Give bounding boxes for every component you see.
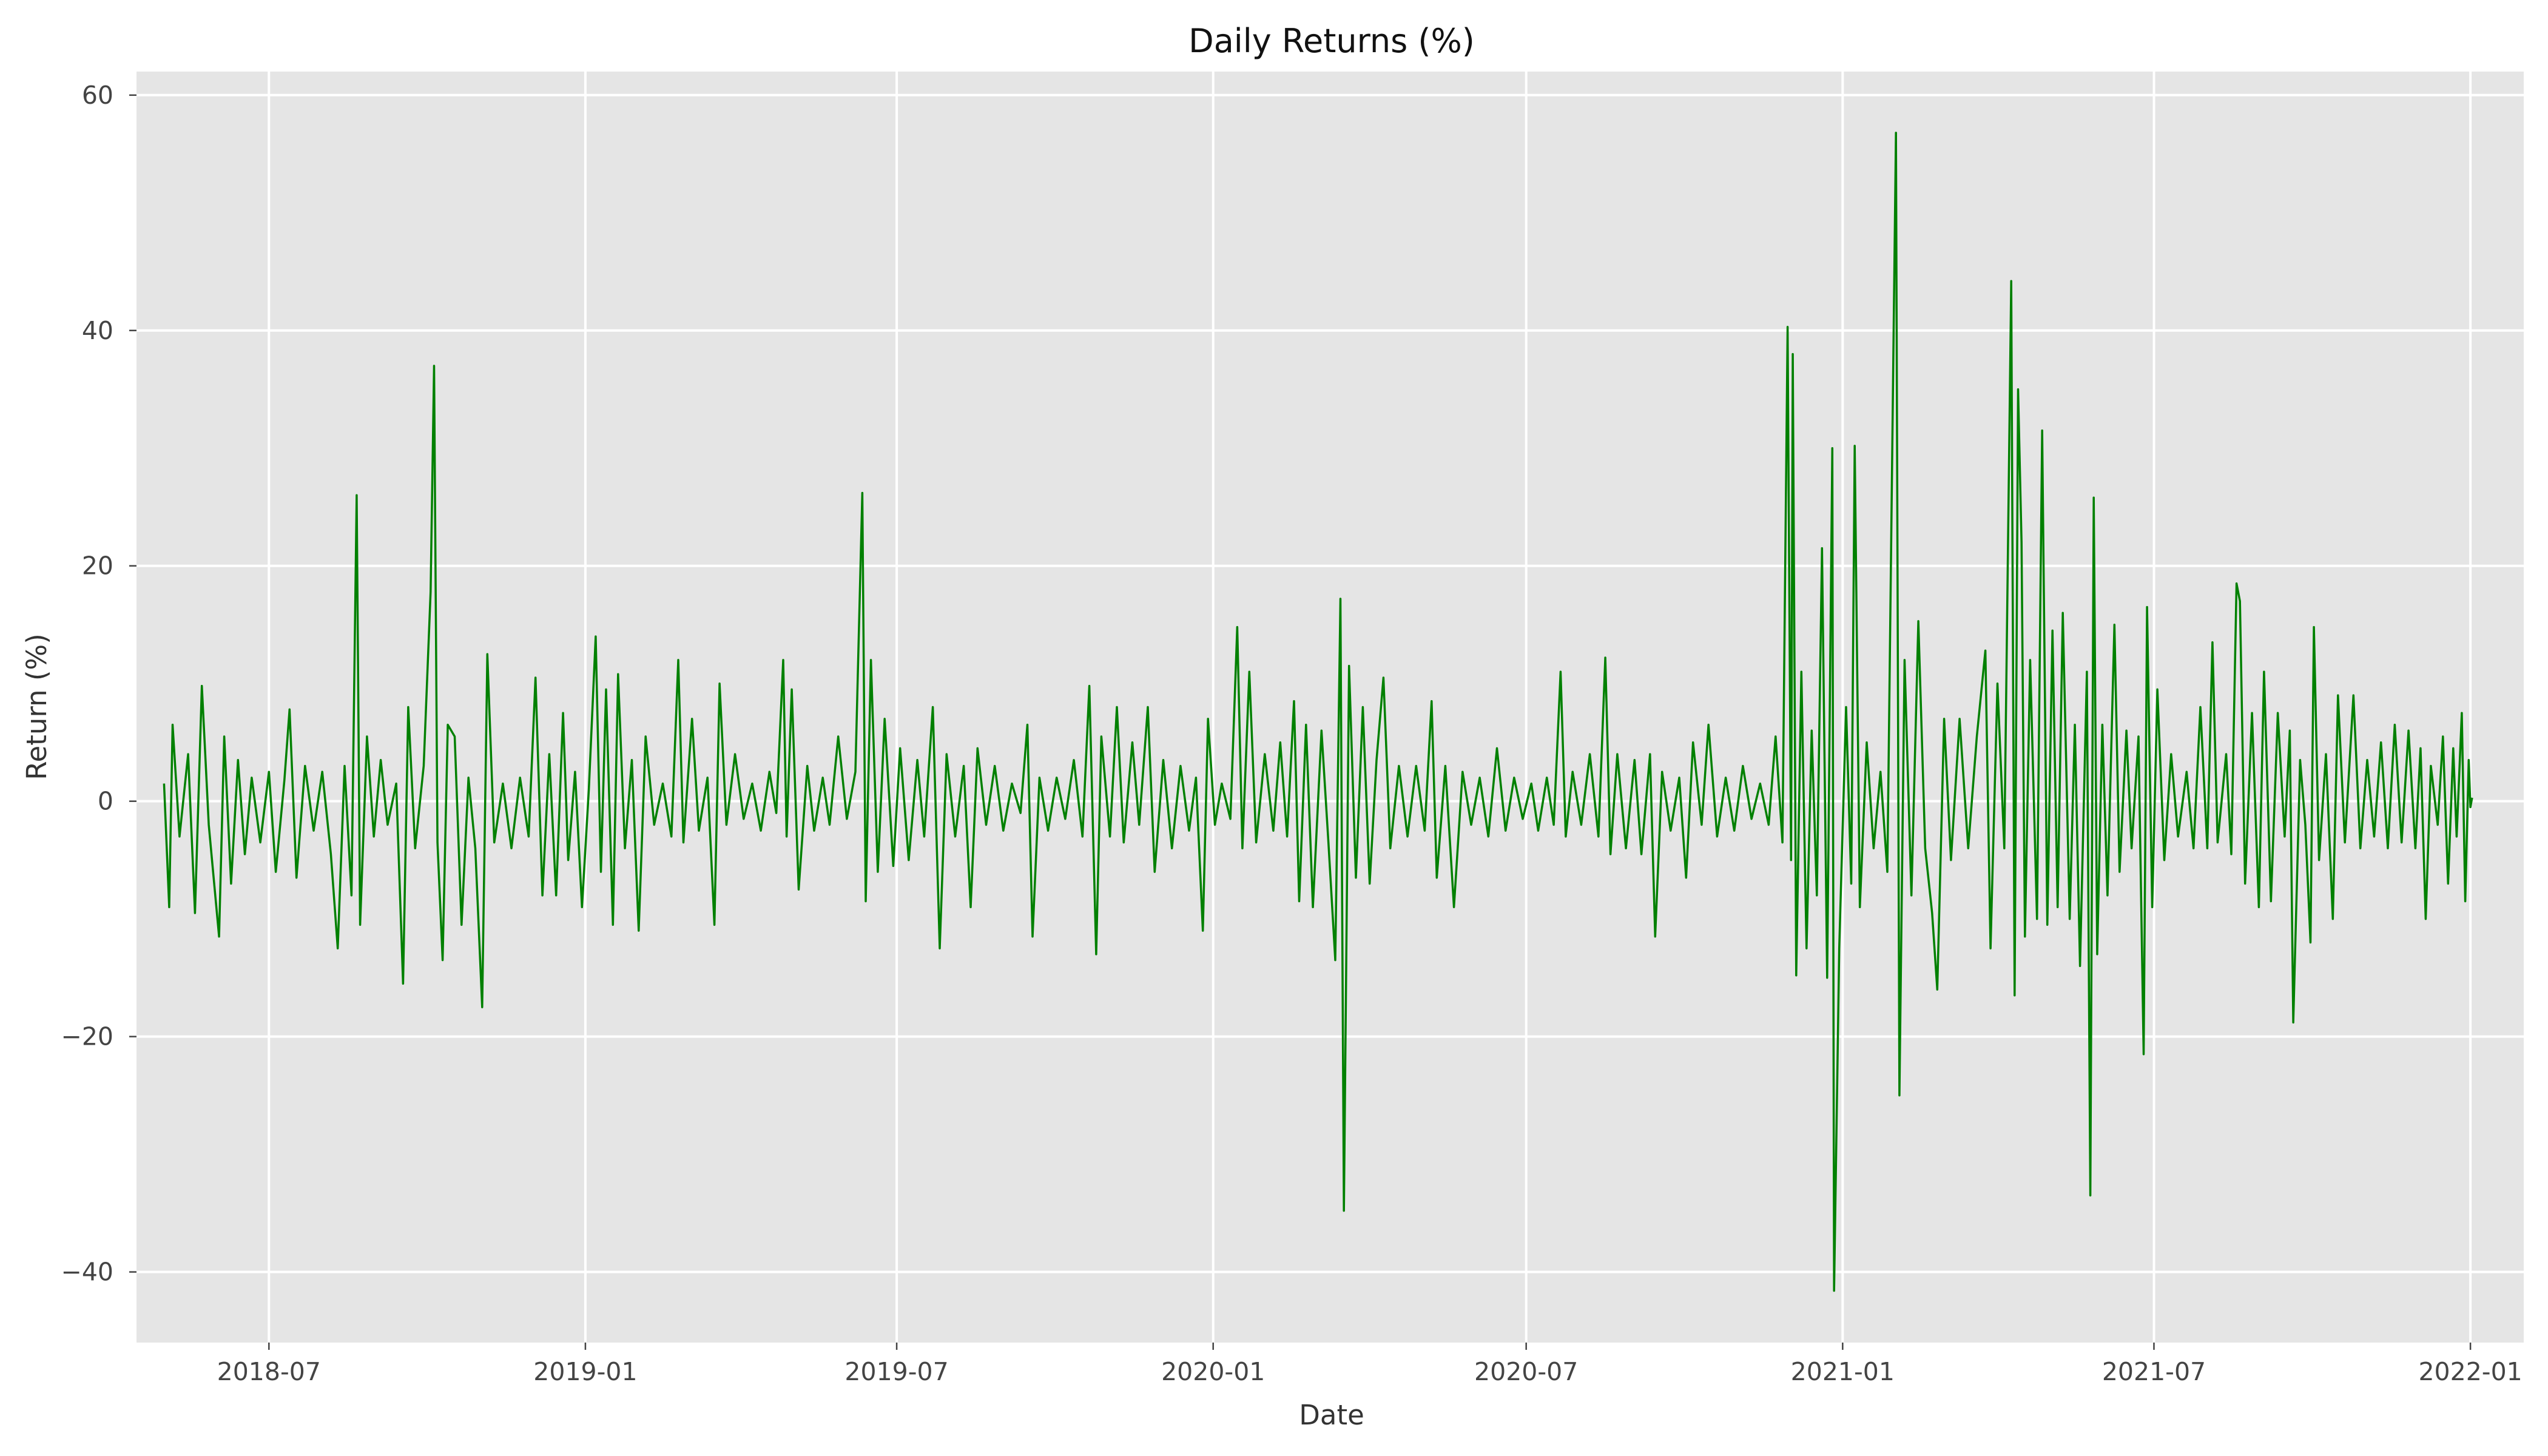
y-tick-label: 60	[82, 81, 113, 110]
y-tick-label: 40	[82, 316, 113, 345]
axis-ticks: 2018-07 2019-01 2019-07 2020-01 2020-07 2021-…	[61, 81, 2522, 1386]
grid-lines	[136, 72, 2524, 1343]
x-tick-label: 2020-01	[1161, 1357, 1265, 1386]
y-tick-label: 20	[82, 551, 113, 581]
x-tick-label: 2020-07	[1474, 1357, 1578, 1386]
y-tick-label: −20	[61, 1022, 113, 1051]
series-line	[163, 132, 2473, 1292]
x-axis-label: Date	[1299, 1399, 1364, 1431]
y-axis-label: Return (%)	[21, 633, 53, 780]
x-tick-label: 2019-07	[844, 1357, 948, 1386]
chart-title: Daily Returns (%)	[1188, 22, 1475, 60]
y-tick-label: −40	[61, 1258, 113, 1287]
plot-area	[136, 72, 2524, 1343]
x-tick-label: 2021-07	[2102, 1357, 2206, 1386]
y-tick-label: 0	[98, 787, 113, 816]
x-tick-label: 2019-01	[533, 1357, 637, 1386]
x-tick-label: 2021-01	[1791, 1357, 1895, 1386]
x-tick-label: 2022-01	[2418, 1357, 2522, 1386]
x-tick-label: 2018-07	[217, 1357, 321, 1386]
series-layer	[163, 132, 2473, 1292]
